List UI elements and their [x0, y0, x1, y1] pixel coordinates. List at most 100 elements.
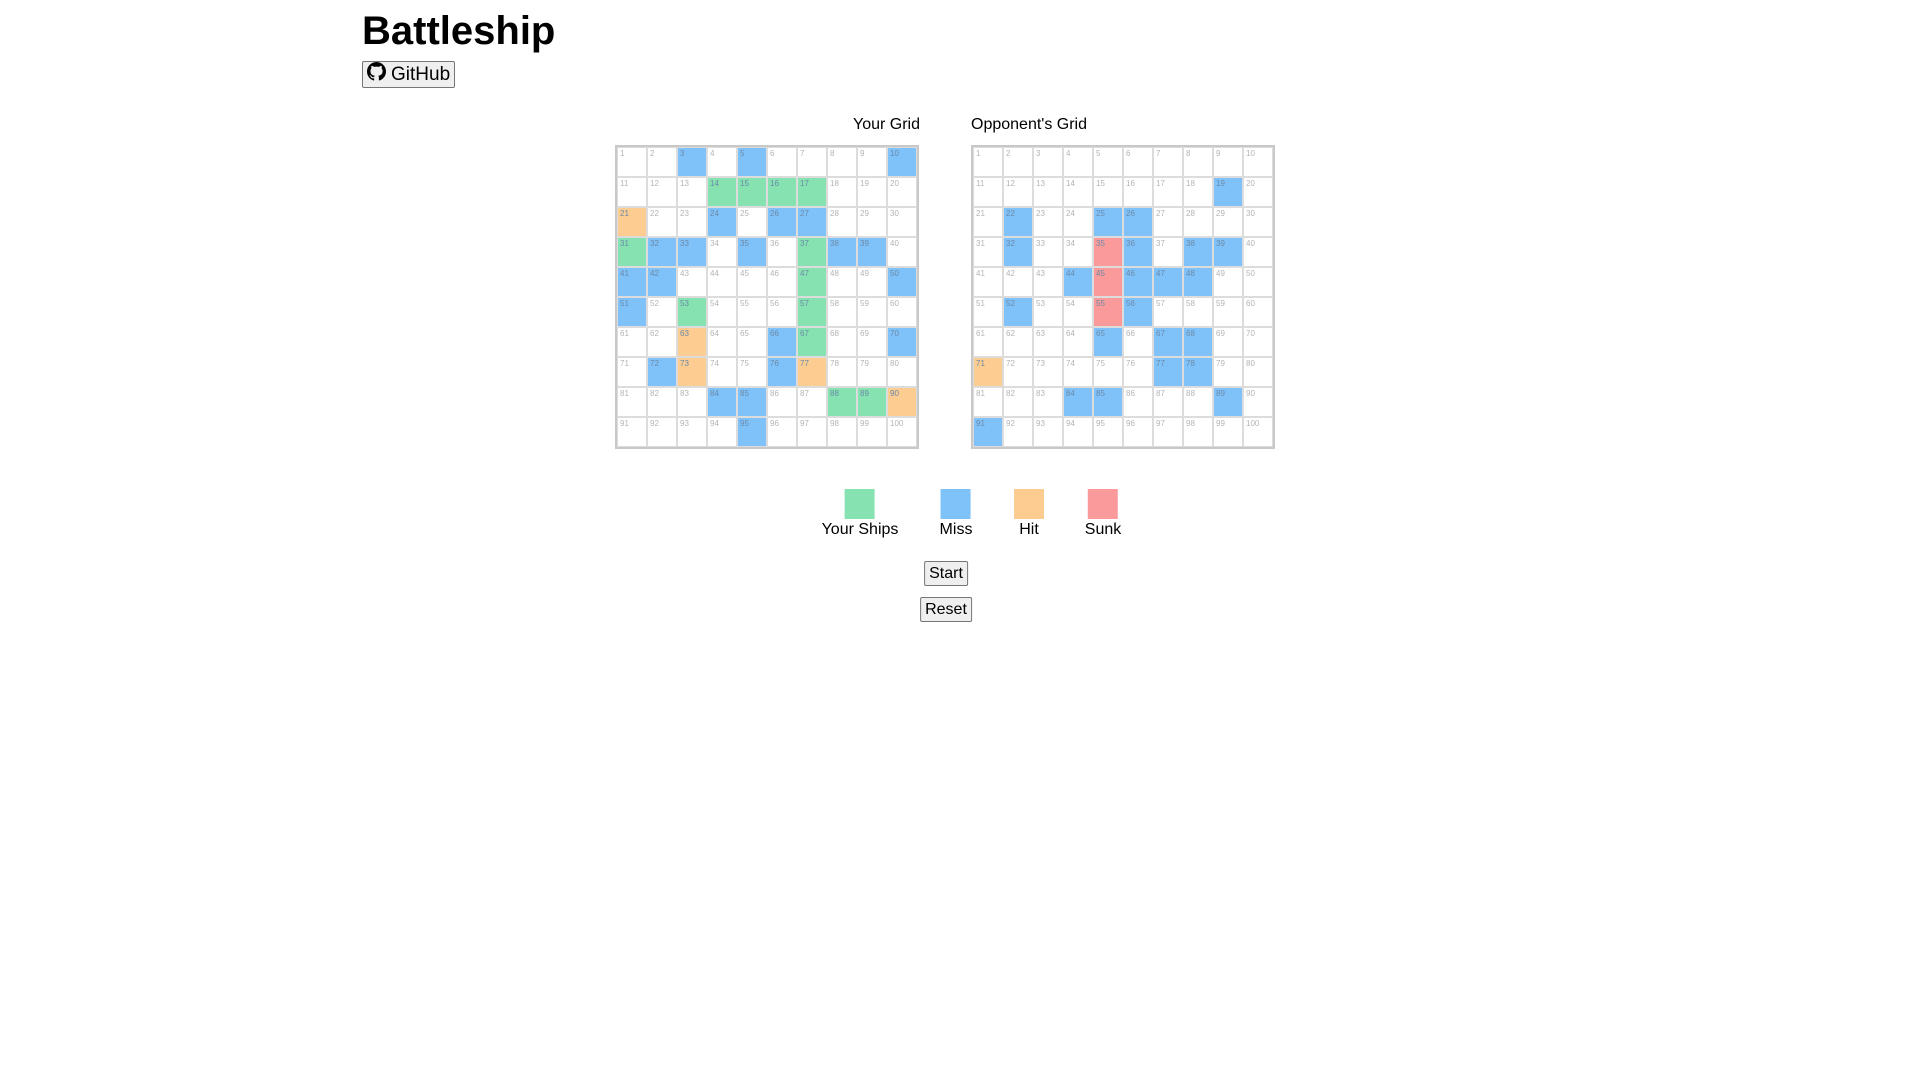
your-grid-cell-86[interactable]: 86: [767, 387, 797, 417]
opponent-grid-cell-26[interactable]: 26: [1123, 207, 1153, 237]
your-grid-cell-7[interactable]: 7: [797, 147, 827, 177]
your-grid-cell-33[interactable]: 33: [677, 237, 707, 267]
your-grid-cell-1[interactable]: 1: [617, 147, 647, 177]
your-grid-cell-8[interactable]: 8: [827, 147, 857, 177]
your-grid-cell-12[interactable]: 12: [647, 177, 677, 207]
opponent-grid-cell-71[interactable]: 71: [973, 357, 1003, 387]
opponent-grid-cell-9[interactable]: 9: [1213, 147, 1243, 177]
opponent-grid-cell-88[interactable]: 88: [1183, 387, 1213, 417]
opponent-grid-cell-96[interactable]: 96: [1123, 417, 1153, 447]
your-grid-cell-96[interactable]: 96: [767, 417, 797, 447]
opponent-grid-cell-30[interactable]: 30: [1243, 207, 1273, 237]
your-grid-cell-23[interactable]: 23: [677, 207, 707, 237]
opponent-grid-cell-44[interactable]: 44: [1063, 267, 1093, 297]
your-grid-cell-70[interactable]: 70: [887, 327, 917, 357]
your-grid-cell-89[interactable]: 89: [857, 387, 887, 417]
your-grid-cell-85[interactable]: 85: [737, 387, 767, 417]
opponent-grid-cell-52[interactable]: 52: [1003, 297, 1033, 327]
your-grid-cell-72[interactable]: 72: [647, 357, 677, 387]
opponent-grid-cell-100[interactable]: 100: [1243, 417, 1273, 447]
opponent-grid-cell-5[interactable]: 5: [1093, 147, 1123, 177]
opponent-grid-cell-40[interactable]: 40: [1243, 237, 1273, 267]
opponent-grid-cell-46[interactable]: 46: [1123, 267, 1153, 297]
your-grid-cell-20[interactable]: 20: [887, 177, 917, 207]
your-grid-cell-64[interactable]: 64: [707, 327, 737, 357]
your-grid-cell-94[interactable]: 94: [707, 417, 737, 447]
opponent-grid-cell-29[interactable]: 29: [1213, 207, 1243, 237]
your-grid-cell-3[interactable]: 3: [677, 147, 707, 177]
your-grid-cell-58[interactable]: 58: [827, 297, 857, 327]
opponent-grid-cell-76[interactable]: 76: [1123, 357, 1153, 387]
opponent-grid-cell-1[interactable]: 1: [973, 147, 1003, 177]
opponent-grid-cell-33[interactable]: 33: [1033, 237, 1063, 267]
opponent-grid-cell-25[interactable]: 25: [1093, 207, 1123, 237]
your-grid-cell-27[interactable]: 27: [797, 207, 827, 237]
your-grid-cell-77[interactable]: 77: [797, 357, 827, 387]
your-grid-cell-57[interactable]: 57: [797, 297, 827, 327]
opponent-grid-cell-21[interactable]: 21: [973, 207, 1003, 237]
opponent-grid-cell-12[interactable]: 12: [1003, 177, 1033, 207]
your-grid-cell-34[interactable]: 34: [707, 237, 737, 267]
opponent-grid-cell-49[interactable]: 49: [1213, 267, 1243, 297]
opponent-grid-cell-34[interactable]: 34: [1063, 237, 1093, 267]
opponent-grid-cell-56[interactable]: 56: [1123, 297, 1153, 327]
your-grid-cell-69[interactable]: 69: [857, 327, 887, 357]
your-grid-cell-93[interactable]: 93: [677, 417, 707, 447]
your-grid-cell-17[interactable]: 17: [797, 177, 827, 207]
your-grid-cell-67[interactable]: 67: [797, 327, 827, 357]
your-grid-cell-22[interactable]: 22: [647, 207, 677, 237]
your-grid-cell-21[interactable]: 21: [617, 207, 647, 237]
your-grid-cell-68[interactable]: 68: [827, 327, 857, 357]
opponent-grid-cell-82[interactable]: 82: [1003, 387, 1033, 417]
opponent-grid-cell-20[interactable]: 20: [1243, 177, 1273, 207]
opponent-grid-cell-10[interactable]: 10: [1243, 147, 1273, 177]
your-grid-cell-55[interactable]: 55: [737, 297, 767, 327]
your-grid-cell-65[interactable]: 65: [737, 327, 767, 357]
opponent-grid-cell-42[interactable]: 42: [1003, 267, 1033, 297]
your-grid-cell-28[interactable]: 28: [827, 207, 857, 237]
opponent-grid-cell-27[interactable]: 27: [1153, 207, 1183, 237]
opponent-grid-cell-80[interactable]: 80: [1243, 357, 1273, 387]
your-grid-cell-40[interactable]: 40: [887, 237, 917, 267]
opponent-grid-cell-7[interactable]: 7: [1153, 147, 1183, 177]
opponent-grid-cell-14[interactable]: 14: [1063, 177, 1093, 207]
your-grid-cell-49[interactable]: 49: [857, 267, 887, 297]
opponent-grid-cell-75[interactable]: 75: [1093, 357, 1123, 387]
opponent-grid-cell-67[interactable]: 67: [1153, 327, 1183, 357]
your-grid-cell-53[interactable]: 53: [677, 297, 707, 327]
your-grid-cell-29[interactable]: 29: [857, 207, 887, 237]
your-grid-cell-71[interactable]: 71: [617, 357, 647, 387]
opponent-grid-cell-64[interactable]: 64: [1063, 327, 1093, 357]
opponent-grid-cell-28[interactable]: 28: [1183, 207, 1213, 237]
opponent-grid-cell-73[interactable]: 73: [1033, 357, 1063, 387]
your-grid-cell-41[interactable]: 41: [617, 267, 647, 297]
your-grid-cell-95[interactable]: 95: [737, 417, 767, 447]
your-grid-cell-100[interactable]: 100: [887, 417, 917, 447]
your-grid-cell-31[interactable]: 31: [617, 237, 647, 267]
opponent-grid-cell-87[interactable]: 87: [1153, 387, 1183, 417]
opponent-grid-cell-54[interactable]: 54: [1063, 297, 1093, 327]
your-grid-cell-42[interactable]: 42: [647, 267, 677, 297]
your-grid-cell-98[interactable]: 98: [827, 417, 857, 447]
opponent-grid-cell-48[interactable]: 48: [1183, 267, 1213, 297]
github-button[interactable]: GitHub: [362, 61, 456, 88]
your-grid-cell-66[interactable]: 66: [767, 327, 797, 357]
opponent-grid-cell-85[interactable]: 85: [1093, 387, 1123, 417]
opponent-grid-cell-37[interactable]: 37: [1153, 237, 1183, 267]
opponent-grid-cell-57[interactable]: 57: [1153, 297, 1183, 327]
your-grid-cell-32[interactable]: 32: [647, 237, 677, 267]
your-grid-cell-18[interactable]: 18: [827, 177, 857, 207]
opponent-grid-cell-31[interactable]: 31: [973, 237, 1003, 267]
your-grid-cell-45[interactable]: 45: [737, 267, 767, 297]
your-grid-cell-87[interactable]: 87: [797, 387, 827, 417]
your-grid-cell-60[interactable]: 60: [887, 297, 917, 327]
opponent-grid-cell-79[interactable]: 79: [1213, 357, 1243, 387]
opponent-grid-cell-51[interactable]: 51: [973, 297, 1003, 327]
reset-button[interactable]: Reset: [920, 597, 972, 622]
opponent-grid-cell-18[interactable]: 18: [1183, 177, 1213, 207]
your-grid-cell-39[interactable]: 39: [857, 237, 887, 267]
your-grid-cell-97[interactable]: 97: [797, 417, 827, 447]
opponent-grid-cell-89[interactable]: 89: [1213, 387, 1243, 417]
your-grid-cell-61[interactable]: 61: [617, 327, 647, 357]
opponent-grid-cell-62[interactable]: 62: [1003, 327, 1033, 357]
